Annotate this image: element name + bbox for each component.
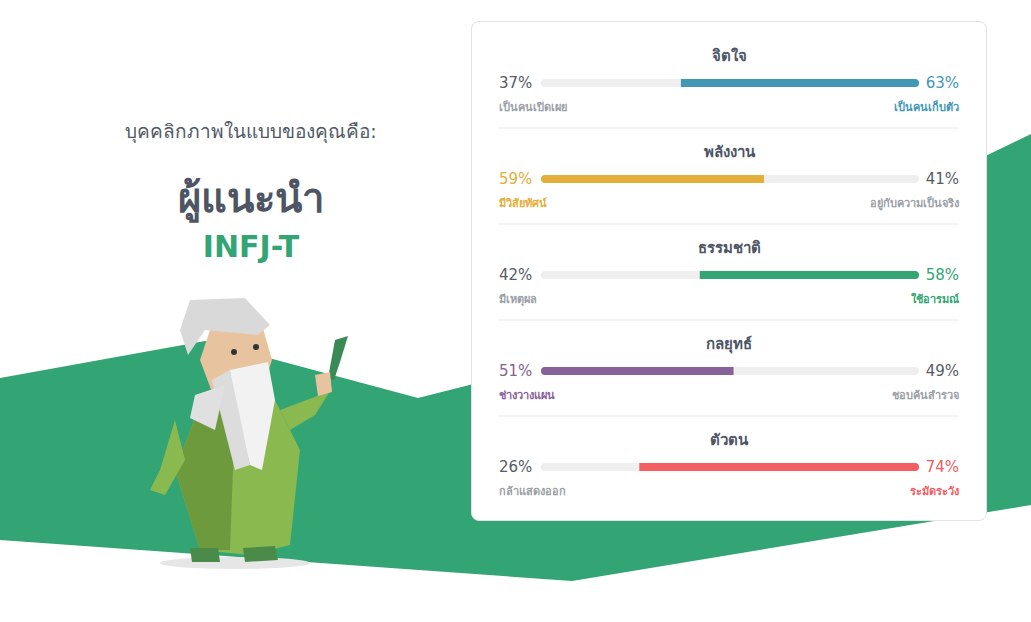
svg-text:ใช้อารมณ์: ใช้อารมณ์ (911, 292, 960, 306)
svg-text:เป็นคนเก็บตัว: เป็นคนเก็บตัว (894, 100, 959, 114)
svg-text:37%: 37% (499, 74, 532, 92)
svg-text:กลยุทธ์: กลยุทธ์ (706, 335, 752, 354)
svg-text:41%: 41% (926, 170, 959, 188)
svg-text:74%: 74% (926, 458, 959, 476)
svg-text:มีเหตุผล: มีเหตุผล (499, 293, 537, 307)
svg-text:ชอบค้นสำรวจ: ชอบค้นสำรวจ (892, 389, 959, 402)
svg-text:พลังงาน: พลังงาน (704, 143, 756, 161)
svg-text:63%: 63% (926, 74, 959, 92)
svg-text:ระมัดระวัง: ระมัดระวัง (910, 485, 959, 498)
svg-text:กล้าแสดงออก: กล้าแสดงออก (499, 485, 566, 498)
svg-text:ธรรมชาติ: ธรรมชาติ (698, 239, 761, 257)
svg-text:เป็นคนเปิดเผย: เป็นคนเปิดเผย (499, 100, 567, 114)
html-text:ผู้แนะนำ: ผู้แนะนำ (178, 175, 324, 221)
svg-text:ตัวตน: ตัวตน (710, 431, 749, 449)
svg-text:จิตใจ: จิตใจ (712, 47, 747, 65)
svg-text:59%: 59% (499, 170, 532, 188)
svg-text:มีวิสัยทัศน์: มีวิสัยทัศน์ (499, 197, 547, 210)
svg-text:26%: 26% (499, 458, 532, 476)
svg-text:51%: 51% (499, 362, 532, 380)
svg-text:ช่างวางแผน: ช่างวางแผน (499, 389, 555, 402)
svg-text:42%: 42% (499, 266, 532, 284)
svg-text:49%: 49% (926, 362, 959, 380)
svg-text:58%: 58% (926, 266, 959, 284)
svg-text:อยู่กับความเป็นจริง: อยู่กับความเป็นจริง (870, 196, 959, 211)
html-text:INFJ-T: INFJ-T (202, 229, 300, 264)
html-text:บุคคลิกภาพในแบบของคุณคือ:: บุคคลิกภาพในแบบของคุณคือ: (125, 120, 377, 142)
